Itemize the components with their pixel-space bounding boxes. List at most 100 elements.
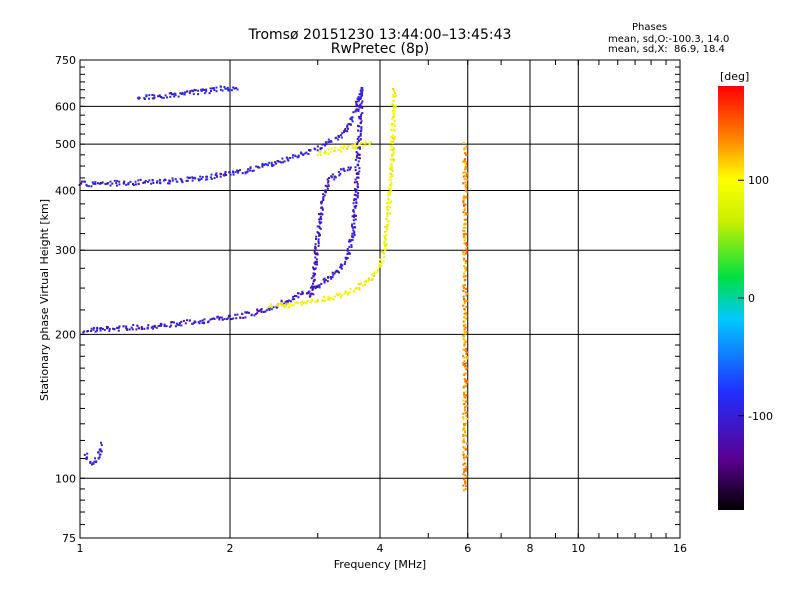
echo-point <box>384 247 387 250</box>
echo-point <box>392 142 394 145</box>
echo-point <box>387 205 389 208</box>
chart-subtitle: RwPretec (8p) <box>330 41 430 57</box>
echo-point <box>353 193 356 196</box>
echo-point <box>392 160 395 163</box>
echo-point <box>392 112 395 114</box>
echo-point <box>347 166 350 169</box>
echo-point <box>462 361 465 364</box>
echo-point <box>177 95 180 98</box>
echo-point <box>316 286 319 288</box>
echo-point <box>223 317 226 320</box>
echo-point <box>84 180 86 183</box>
echo-point <box>99 329 102 332</box>
echo-point <box>464 168 467 171</box>
echo-point <box>356 189 358 192</box>
echo-point <box>246 171 248 174</box>
echo-point <box>276 304 279 307</box>
echo-point <box>465 247 468 250</box>
echo-point <box>464 430 467 432</box>
echo-point <box>348 251 351 254</box>
echo-point <box>386 213 389 216</box>
echo-point <box>81 180 83 183</box>
echo-point <box>300 152 303 155</box>
echo-point <box>339 134 342 137</box>
echo-point <box>346 130 349 133</box>
echo-point <box>465 145 468 148</box>
echo-point <box>92 182 95 185</box>
echo-point <box>465 331 468 333</box>
echo-point <box>236 88 239 91</box>
echo-point <box>161 96 164 99</box>
echo-point <box>393 92 396 95</box>
echo-point <box>319 150 322 153</box>
echo-point <box>244 311 247 314</box>
echo-point <box>214 174 217 176</box>
echo-point <box>359 130 362 133</box>
echo-point <box>315 238 317 240</box>
echo-point <box>291 298 294 301</box>
echo-point <box>382 256 385 259</box>
echo-point <box>365 280 368 283</box>
echo-point <box>465 357 468 360</box>
y-tick-label: 200 <box>55 328 76 341</box>
echo-point <box>392 123 395 125</box>
echo-point <box>325 142 328 145</box>
echo-point <box>229 315 231 318</box>
echo-point <box>142 181 145 184</box>
echo-point <box>465 243 468 246</box>
echo-point <box>315 235 318 238</box>
echo-point <box>232 173 235 176</box>
echo-point <box>351 232 354 235</box>
echo-point <box>386 202 389 204</box>
echo-point <box>316 145 319 148</box>
echo-point <box>236 169 238 172</box>
echo-point <box>285 305 287 308</box>
echo-point <box>143 327 146 330</box>
echo-point <box>322 196 325 198</box>
echo-point <box>463 308 466 310</box>
echo-point <box>270 161 273 164</box>
echo-point <box>393 106 396 109</box>
echo-point <box>353 232 356 235</box>
echo-point <box>466 351 468 354</box>
echo-point <box>348 238 351 241</box>
echo-point <box>393 151 395 154</box>
echo-point <box>357 283 360 286</box>
echo-point <box>129 180 132 183</box>
echo-point <box>160 324 163 327</box>
echo-point <box>218 316 221 319</box>
x-tick-label: 2 <box>227 542 234 555</box>
echo-point <box>324 299 327 302</box>
echo-point <box>180 324 183 327</box>
echo-point <box>465 394 468 397</box>
echo-point <box>389 184 392 186</box>
stats-o-mode: mean, sd,O:-100.3, 14.0 <box>608 34 730 45</box>
echo-point <box>464 267 467 270</box>
echo-point <box>203 92 206 95</box>
echo-point <box>378 265 381 268</box>
echo-point <box>106 327 108 330</box>
echo-point <box>390 182 393 185</box>
echo-point <box>116 326 119 329</box>
echo-point <box>264 310 267 313</box>
echo-point <box>348 245 351 248</box>
echo-point <box>244 172 247 175</box>
echo-point <box>356 182 359 185</box>
echo-point <box>357 108 360 111</box>
echo-point <box>327 184 330 187</box>
echo-point <box>465 292 468 295</box>
echo-point <box>355 194 358 197</box>
echo-point <box>173 95 176 98</box>
echo-point <box>333 178 336 181</box>
echo-point <box>463 348 466 351</box>
echo-point <box>147 324 150 327</box>
echo-point <box>151 93 154 96</box>
echo-point <box>324 141 327 144</box>
echo-point <box>281 161 284 164</box>
echo-point <box>465 162 468 165</box>
echo-point <box>276 160 279 163</box>
echo-point <box>148 94 151 97</box>
echo-point <box>359 106 362 109</box>
echo-point <box>463 297 465 300</box>
echo-point <box>391 153 393 156</box>
